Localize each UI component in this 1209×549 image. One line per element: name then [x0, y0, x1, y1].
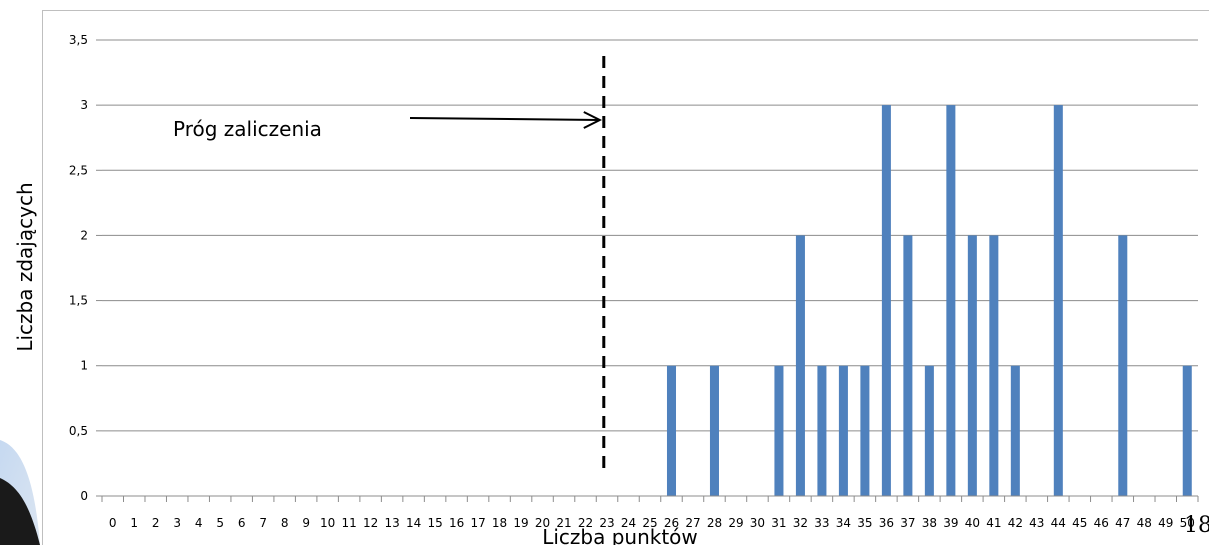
x-tick-label: 21 [556, 516, 571, 530]
x-tick-label: 2 [152, 516, 160, 530]
x-tick-label: 28 [707, 516, 722, 530]
y-tick-label: 3,5 [69, 33, 88, 47]
x-tick-label: 37 [900, 516, 915, 530]
x-tick-label: 42 [1008, 516, 1023, 530]
bar [924, 365, 934, 496]
x-tick-label: 13 [384, 516, 399, 530]
x-tick-label: 38 [922, 516, 937, 530]
x-tick-label: 6 [238, 516, 246, 530]
x-tick-label: 30 [750, 516, 765, 530]
x-tick-label: 31 [771, 516, 786, 530]
x-tick-label: 41 [986, 516, 1001, 530]
x-tick-label: 4 [195, 516, 203, 530]
bar [967, 235, 977, 496]
page-number: 18 [1184, 513, 1209, 538]
x-tick-label: 50 [1180, 516, 1195, 530]
y-tick-labels: 0 0,5 1 1,5 2 2,5 3 3,5 [69, 33, 88, 503]
bar [774, 365, 784, 496]
x-tick-label: 44 [1051, 516, 1066, 530]
x-tick-label: 0 [109, 516, 117, 530]
x-tick-label: 45 [1072, 516, 1087, 530]
x-tick-label: 20 [535, 516, 550, 530]
x-tick-label: 22 [578, 516, 593, 530]
x-tick-label: 14 [406, 516, 421, 530]
x-tick-label: 12 [363, 516, 378, 530]
bar [1010, 365, 1020, 496]
x-tick-label: 33 [814, 516, 829, 530]
threshold-annotation: Próg zaliczenia [173, 117, 322, 141]
y-tick-label: 0,5 [69, 424, 88, 438]
x-tick-label: 47 [1115, 516, 1130, 530]
x-tick-label: 10 [320, 516, 335, 530]
x-tick-label: 36 [879, 516, 894, 530]
bar [795, 235, 805, 496]
annotation-arrow [409, 117, 600, 121]
bar [838, 365, 848, 496]
x-tick-label: 24 [621, 516, 636, 530]
bars [666, 105, 1192, 497]
bar [946, 105, 956, 497]
x-tick-label: 40 [965, 516, 980, 530]
x-tick-label: 34 [836, 516, 851, 530]
bar [903, 235, 913, 496]
x-tick-label: 43 [1029, 516, 1044, 530]
x-tick-label: 7 [259, 516, 267, 530]
y-tick-label: 0 [80, 489, 88, 503]
bar [1182, 365, 1192, 496]
x-tick-label: 32 [793, 516, 808, 530]
bar [817, 365, 827, 496]
x-tick-label: 27 [685, 516, 700, 530]
bar [860, 365, 870, 496]
x-tick-label: 11 [341, 516, 356, 530]
x-tick-label: 5 [216, 516, 224, 530]
x-tick-label: 16 [449, 516, 464, 530]
annotation-arrow-head [583, 111, 603, 129]
x-tick-label: 18 [492, 516, 507, 530]
x-tick-label: 29 [728, 516, 743, 530]
y-tick-label: 2 [80, 228, 88, 242]
bar [881, 105, 891, 497]
x-tick-label: 26 [664, 516, 679, 530]
x-tick-label: 15 [427, 516, 442, 530]
y-axis-title: Liczba zdających [13, 182, 37, 351]
x-tick-label: 1 [130, 516, 138, 530]
x-tick-label: 48 [1137, 516, 1152, 530]
x-axis-title: Liczba punktów [542, 525, 698, 545]
bar [709, 365, 719, 496]
x-tick-label: 9 [302, 516, 310, 530]
y-tick-label: 1 [80, 359, 88, 373]
x-tick-labels: 0 1 2 3 4 5 6 7 8 9 10 11 12 13 14 15 16 17 18 19 20 21 22 23 24… [109, 516, 1195, 530]
x-tick-label: 35 [857, 516, 872, 530]
y-tick-label: 2,5 [69, 163, 88, 177]
y-tick-label: 3 [80, 98, 88, 112]
x-tick-label: 3 [173, 516, 181, 530]
bar [1118, 235, 1128, 496]
y-tick-label: 1,5 [69, 294, 88, 308]
x-tick-label: 46 [1094, 516, 1109, 530]
x-tick-label: 39 [943, 516, 958, 530]
bar [989, 235, 999, 496]
x-tick-label: 49 [1158, 516, 1173, 530]
x-tick-label: 17 [470, 516, 485, 530]
x-tick-label: 19 [513, 516, 528, 530]
x-axis [101, 495, 1199, 502]
slide-swoosh-dark [0, 478, 40, 545]
bar [1053, 105, 1063, 497]
x-tick-label: 25 [642, 516, 657, 530]
x-tick-label: 8 [281, 516, 289, 530]
bar [666, 365, 677, 496]
x-tick-label: 23 [599, 516, 614, 530]
gridlines [96, 39, 1198, 497]
